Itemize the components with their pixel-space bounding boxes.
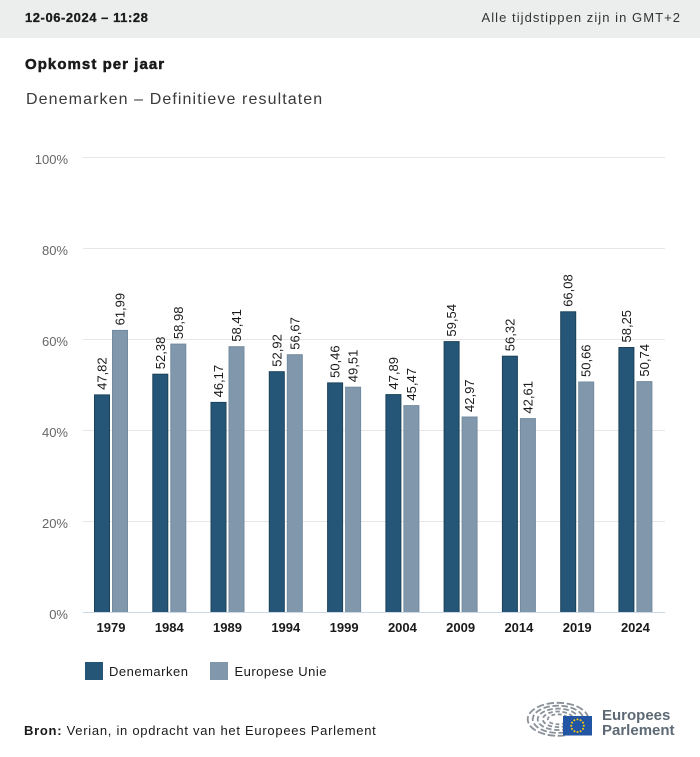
svg-text:1999: 1999 [330, 620, 359, 635]
svg-text:59,54: 59,54 [444, 304, 459, 337]
svg-text:2024: 2024 [621, 620, 651, 635]
svg-text:56,32: 56,32 [502, 319, 517, 352]
svg-text:56,67: 56,67 [287, 317, 302, 350]
svg-text:100%: 100% [35, 152, 69, 167]
svg-text:45,47: 45,47 [404, 368, 419, 401]
svg-text:1989: 1989 [213, 620, 242, 635]
svg-text:2019: 2019 [563, 620, 592, 635]
svg-text:60%: 60% [42, 334, 68, 349]
svg-text:47,89: 47,89 [386, 357, 401, 390]
svg-text:1994: 1994 [271, 620, 301, 635]
svg-text:58,25: 58,25 [619, 310, 634, 343]
svg-text:50,74: 50,74 [637, 344, 652, 377]
svg-text:61,99: 61,99 [113, 293, 128, 326]
svg-text:20%: 20% [42, 516, 68, 531]
svg-text:42,61: 42,61 [520, 381, 535, 414]
svg-text:50,66: 50,66 [579, 344, 594, 377]
svg-text:58,41: 58,41 [229, 309, 244, 342]
svg-text:1979: 1979 [97, 620, 126, 635]
svg-text:0%: 0% [49, 607, 68, 622]
svg-text:47,82: 47,82 [95, 357, 110, 390]
svg-text:58,98: 58,98 [171, 307, 186, 340]
svg-text:2004: 2004 [388, 620, 418, 635]
svg-text:2009: 2009 [446, 620, 475, 635]
svg-text:40%: 40% [42, 425, 68, 440]
svg-text:2014: 2014 [504, 620, 534, 635]
svg-text:42,97: 42,97 [462, 379, 477, 412]
svg-text:49,51: 49,51 [346, 350, 361, 383]
svg-text:46,17: 46,17 [211, 365, 226, 398]
svg-text:1984: 1984 [155, 620, 185, 635]
svg-text:52,92: 52,92 [269, 334, 284, 367]
svg-text:66,08: 66,08 [561, 274, 576, 307]
svg-text:52,38: 52,38 [153, 337, 168, 370]
svg-text:80%: 80% [42, 243, 68, 258]
svg-text:50,46: 50,46 [328, 345, 343, 378]
